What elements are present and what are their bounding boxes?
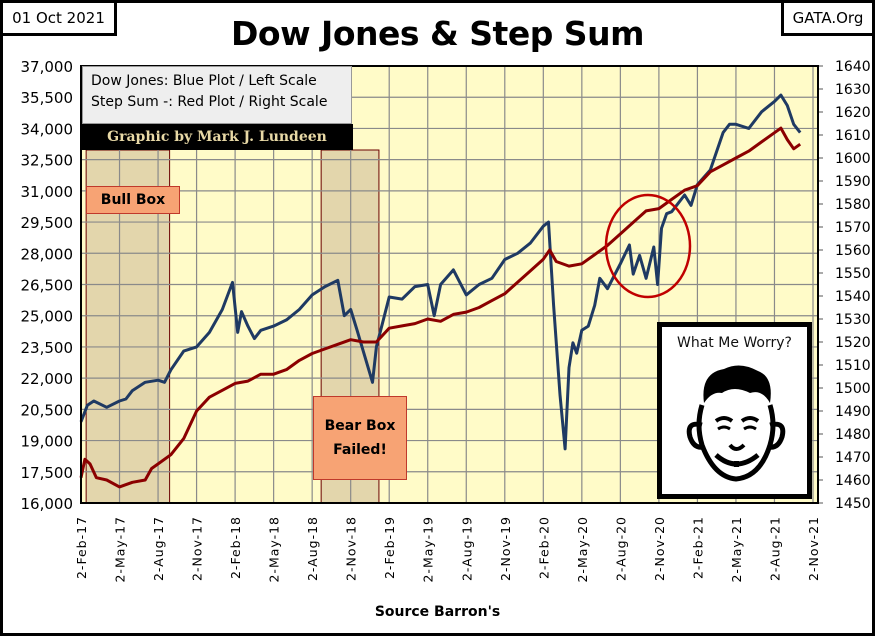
right-tick-label: 1580 [835, 197, 871, 213]
date-label: 01 Oct 2021 [3, 3, 117, 36]
legend-dow: Dow Jones: Blue Plot / Left Scale [91, 73, 317, 89]
left-tick-label: 32,500 [21, 152, 74, 170]
left-tick-label: 19,000 [21, 433, 74, 451]
x-tick-label: 2-Aug-20 [613, 516, 628, 581]
left-tick-label: 37,000 [21, 58, 74, 76]
right-tick-label: 1510 [835, 358, 871, 374]
left-tick-label: 25,000 [21, 308, 74, 326]
right-tick-label: 1570 [835, 220, 871, 236]
x-tick-label: 2-Nov-17 [190, 516, 205, 581]
x-tick-label: 2-Aug-21 [767, 516, 782, 581]
mad-caption: What Me Worry? [677, 335, 792, 351]
x-tick-label: 2-May-21 [729, 516, 744, 583]
right-tick-label: 1520 [835, 335, 871, 351]
right-tick-label: 1550 [835, 266, 871, 282]
highlight-circle [604, 193, 692, 299]
right-tick-label: 1600 [835, 151, 871, 167]
left-tick-label: 16,000 [21, 495, 74, 513]
x-tick-label: 2-Feb-21 [690, 516, 705, 579]
bear-box-label: Bear Box Failed! [313, 396, 407, 480]
bull-box-label: Bull Box [86, 186, 180, 214]
bear-box-line2: Failed! [333, 442, 387, 458]
chart-title: Dow Jones & Step Sum [231, 14, 644, 53]
right-tick-label: 1500 [835, 381, 871, 397]
left-tick-label: 20,500 [21, 401, 74, 419]
site-label: GATA.Org [781, 3, 872, 36]
x-tick-label: 2-May-19 [421, 516, 436, 583]
x-tick-label: 2-Aug-17 [151, 516, 166, 581]
dow-jones-line [79, 93, 802, 451]
x-tick-label: 2-Nov-21 [806, 516, 821, 581]
bear-box-line1: Bear Box [324, 418, 396, 434]
left-tick-label: 26,500 [21, 277, 74, 295]
x-tick-label: 2-Aug-19 [459, 516, 474, 581]
right-tick-label: 1480 [835, 427, 871, 443]
left-tick-label: 17,500 [21, 464, 74, 482]
x-tick-label: 2-Feb-17 [74, 516, 89, 579]
right-tick-label: 1540 [835, 289, 871, 305]
left-tick-label: 29,500 [21, 214, 74, 232]
x-tick-label: 2-Feb-19 [382, 516, 397, 579]
right-tick-label: 1590 [835, 174, 871, 190]
plot-border [80, 65, 819, 504]
left-tick-label: 22,000 [21, 370, 74, 388]
left-tick-label: 23,500 [21, 339, 74, 357]
right-tick-label: 1470 [835, 450, 871, 466]
x-tick-label: 2-May-18 [267, 516, 282, 583]
right-tick-label: 1640 [835, 59, 871, 75]
right-tick-label: 1490 [835, 404, 871, 420]
right-tick-label: 1450 [835, 496, 871, 512]
right-tick-label: 1530 [835, 312, 871, 328]
right-tick-label: 1610 [835, 128, 871, 144]
left-tick-label: 31,000 [21, 183, 74, 201]
right-tick-label: 1560 [835, 243, 871, 259]
legend-step-sum: Step Sum -: Red Plot / Right Scale [91, 94, 328, 110]
right-tick-label: 1620 [835, 105, 871, 121]
what-me-worry-box: What Me Worry? [657, 322, 812, 499]
x-axis-title: Source Barron's [374, 604, 501, 620]
x-tick-label: 2-Nov-18 [344, 516, 359, 581]
legend: Dow Jones: Blue Plot / Left Scale Step S… [82, 66, 352, 124]
x-tick-label: 2-Feb-18 [228, 516, 243, 579]
x-tick-label: 2-Nov-19 [498, 516, 513, 581]
credit-banner: Graphic by Mark J. Lundeen [81, 124, 353, 150]
right-tick-label: 1460 [835, 473, 871, 489]
x-tick-label: 2-Feb-20 [536, 516, 551, 579]
left-tick-label: 34,000 [21, 120, 74, 138]
x-tick-label: 2-Aug-18 [305, 516, 320, 581]
right-tick-label: 1630 [835, 82, 871, 98]
left-tick-label: 28,000 [21, 245, 74, 263]
step-sum-line [79, 126, 802, 489]
left-tick-label: 35,500 [21, 89, 74, 107]
alfred-face-icon [686, 365, 786, 482]
x-tick-label: 2-May-20 [575, 516, 590, 583]
x-tick-label: 2-Nov-20 [652, 516, 667, 581]
x-tick-label: 2-May-17 [113, 516, 128, 583]
